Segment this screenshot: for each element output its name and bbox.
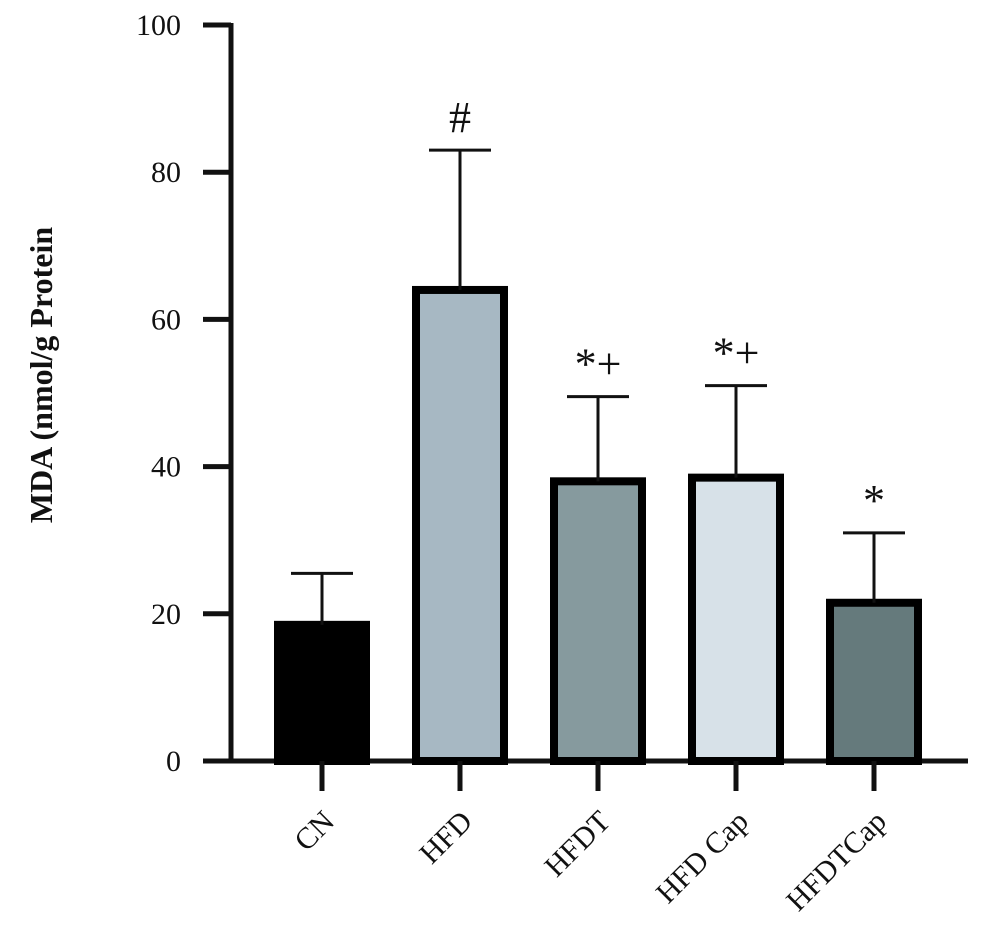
x-category-label: HFD Cap — [650, 805, 755, 910]
bars — [274, 285, 922, 766]
bar — [688, 473, 784, 765]
significance-label: # — [449, 93, 471, 142]
y-axis-title: MDA (nmol/g Protein — [23, 227, 59, 523]
bar — [550, 477, 646, 765]
bar — [274, 620, 370, 766]
significance-label: * — [863, 476, 885, 525]
y-tick-label: 0 — [166, 745, 181, 778]
y-tick-label: 20 — [151, 598, 181, 631]
y-tick-label: 60 — [151, 303, 181, 336]
y-tick-label: 40 — [151, 451, 181, 484]
significance-markers: # *+ *+ * — [449, 93, 885, 525]
significance-label: *+ — [575, 340, 622, 389]
significance-label: *+ — [713, 329, 760, 378]
y-ticks: 0 20 40 60 80 100 — [136, 9, 877, 791]
bar — [826, 598, 922, 766]
y-axis-title-group: MDA (nmol/g Protein — [23, 227, 59, 523]
x-tick-labels: CN HFD HFDT HFD Cap HFDTCap — [288, 805, 893, 918]
x-category-label: HFD — [413, 805, 479, 871]
x-category-label: HFDTCap — [780, 805, 893, 918]
x-category-label: HFDT — [538, 805, 617, 884]
bar — [412, 285, 508, 765]
y-tick-label: 100 — [136, 9, 181, 42]
y-tick-label: 80 — [151, 156, 181, 189]
error-bars — [291, 148, 905, 625]
x-category-label: CN — [288, 805, 341, 858]
